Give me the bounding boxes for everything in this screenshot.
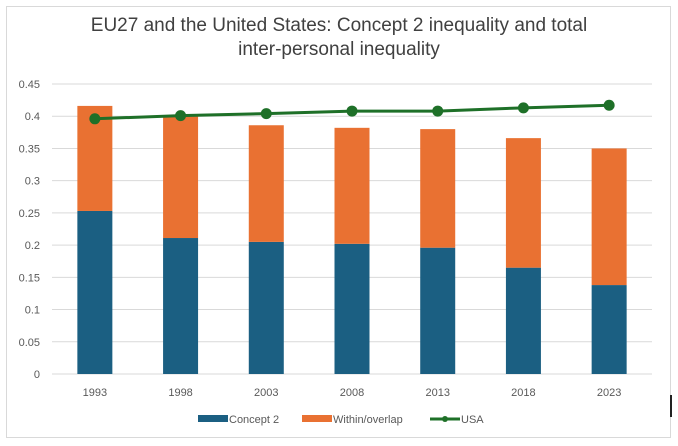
y-tick-label: 0.3	[25, 176, 40, 188]
legend-label-usa: USA	[461, 414, 484, 426]
y-tick-label: 0.45	[19, 79, 40, 91]
point-usa	[603, 99, 615, 111]
point-usa	[346, 105, 358, 117]
y-tick-label: 0.2	[25, 240, 40, 252]
x-tick-label: 2008	[340, 387, 364, 399]
bar-within-overlap	[505, 138, 541, 268]
bar-within-overlap	[334, 127, 370, 244]
y-tick-label: 0.4	[25, 111, 40, 123]
bar-within-overlap	[163, 116, 199, 239]
chart-title: EU27 and the United States: Concept 2 in…	[0, 14, 678, 62]
point-usa	[432, 105, 444, 117]
point-usa	[517, 102, 529, 114]
legend-marker-usa	[442, 416, 448, 422]
point-usa	[175, 110, 187, 122]
x-tick-label: 2018	[511, 387, 535, 399]
x-tick-label: 2013	[425, 387, 449, 399]
y-tick-label: 0.35	[19, 143, 40, 155]
x-tick-label: 1998	[168, 387, 192, 399]
bar-concept-2	[248, 241, 284, 374]
bar-concept-2	[420, 247, 456, 374]
bar-concept-2	[505, 267, 541, 374]
legend-swatch-concept-2	[198, 415, 228, 422]
y-tick-label: 0.1	[25, 305, 40, 317]
bar-concept-2	[334, 243, 370, 374]
x-tick-label: 2003	[254, 387, 278, 399]
point-usa	[89, 113, 101, 125]
y-tick-label: 0.25	[19, 208, 40, 220]
legend-label-within-overlap: Within/overlap	[333, 414, 403, 426]
y-tick-label: 0	[34, 369, 40, 381]
bar-within-overlap	[420, 129, 456, 248]
window-edge	[670, 395, 672, 417]
y-tick-label: 0.05	[19, 337, 40, 349]
point-usa	[260, 108, 272, 120]
bar-within-overlap	[248, 125, 284, 242]
bar-concept-2	[591, 285, 627, 374]
bar-within-overlap	[591, 148, 627, 286]
legend-swatch-within-overlap	[302, 415, 332, 422]
x-tick-label: 1993	[83, 387, 107, 399]
x-tick-label: 2023	[597, 387, 621, 399]
chart-title-line-2: inter-personal inequality	[238, 39, 440, 60]
legend-label-concept-2: Concept 2	[229, 414, 279, 426]
bar-concept-2	[77, 210, 113, 374]
chart-title-line-1: EU27 and the United States: Concept 2 in…	[90, 15, 588, 36]
bar-concept-2	[163, 238, 199, 374]
y-tick-label: 0.15	[19, 272, 40, 284]
